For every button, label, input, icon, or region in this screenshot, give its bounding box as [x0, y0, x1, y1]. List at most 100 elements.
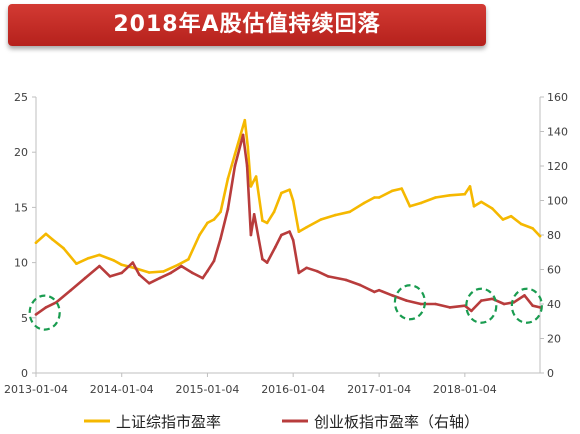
- data-point-series-2: [434, 302, 437, 306]
- data-point-series-2: [34, 313, 38, 316]
- data-point-series-2: [344, 278, 348, 282]
- data-point-series-1: [120, 263, 123, 267]
- data-point-series-2: [206, 269, 209, 273]
- data-point-series-2: [138, 273, 141, 277]
- data-point-series-1: [187, 258, 190, 261]
- data-point-series-1: [408, 205, 412, 208]
- data-point-series-1: [254, 175, 258, 178]
- data-point-series-1: [226, 177, 230, 180]
- data-point-series-1: [297, 230, 301, 233]
- series-line-1: [34, 118, 542, 274]
- y-left-tick-label: 25: [14, 91, 28, 104]
- highlight-circle: [510, 287, 543, 324]
- data-point-series-1: [468, 185, 472, 188]
- data-point-series-1: [198, 233, 201, 237]
- data-point-series-2: [241, 133, 245, 137]
- data-point-series-1: [491, 207, 494, 210]
- data-point-series-1: [87, 256, 90, 260]
- data-point-series-1: [272, 210, 276, 214]
- data-point-series-1: [538, 234, 542, 238]
- data-point-series-1: [212, 218, 216, 221]
- data-point-series-2: [180, 264, 183, 268]
- data-point-series-1: [176, 263, 180, 267]
- x-tick-label: 2015-01-04: [175, 383, 239, 396]
- data-point-series-1: [305, 226, 308, 229]
- x-tick-label: 2016-01-04: [261, 383, 325, 396]
- x-tick-label: 2013-01-04: [4, 383, 68, 396]
- data-point-series-2: [245, 164, 249, 168]
- annotations-group: [28, 284, 543, 331]
- y-left-tick-label: 10: [14, 257, 28, 270]
- data-point-series-2: [44, 306, 48, 309]
- data-point-series-2: [261, 257, 264, 261]
- data-point-series-1: [112, 259, 115, 262]
- data-point-series-1: [472, 205, 476, 208]
- data-point-series-1: [233, 153, 237, 156]
- y-right-tick-label: 80: [547, 229, 561, 242]
- data-point-series-1: [206, 221, 209, 225]
- data-point-series-1: [291, 199, 295, 203]
- data-point-series-2: [83, 276, 87, 280]
- title-banner: 2018年A股估值持续回落: [8, 4, 486, 46]
- data-point-series-2: [523, 294, 526, 297]
- y-right-tick-label: 120: [547, 160, 568, 173]
- data-point-series-2: [480, 299, 483, 302]
- data-point-series-1: [501, 218, 505, 221]
- y-left-tick-label: 5: [21, 312, 28, 325]
- data-point-series-2: [233, 164, 237, 168]
- data-point-series-1: [219, 210, 222, 214]
- data-point-series-2: [326, 275, 330, 278]
- data-point-series-2: [219, 237, 222, 240]
- highlight-circle: [393, 284, 426, 321]
- data-point-series-1: [34, 241, 38, 244]
- page-title: 2018年A股估值持续回落: [113, 12, 381, 37]
- data-point-series-1: [434, 196, 437, 199]
- data-point-series-1: [519, 222, 523, 226]
- data-point-series-1: [531, 227, 534, 230]
- data-point-series-1: [362, 201, 366, 205]
- highlight-circle: [28, 294, 61, 331]
- data-point-series-2: [297, 271, 301, 275]
- series-lines-group: [34, 118, 542, 316]
- data-point-series-1: [419, 201, 423, 205]
- data-point-series-2: [502, 302, 506, 306]
- data-point-series-1: [391, 189, 394, 193]
- data-point-series-1: [280, 191, 283, 195]
- data-point-series-2: [55, 301, 58, 304]
- y-left-tick-label: 0: [21, 367, 28, 380]
- x-tick-label: 2018-01-04: [433, 383, 497, 396]
- y-right-tick-label: 20: [547, 333, 561, 346]
- data-point-series-1: [44, 232, 48, 236]
- data-point-series-2: [158, 276, 162, 280]
- data-point-series-1: [249, 185, 253, 188]
- data-point-series-2: [405, 299, 408, 302]
- legend-group: 上证综指市盈率 创业板指市盈率（右轴）: [84, 413, 479, 431]
- data-point-series-1: [400, 187, 404, 190]
- data-point-series-2: [358, 283, 362, 287]
- data-point-series-2: [448, 306, 452, 309]
- data-point-series-1: [265, 221, 269, 225]
- data-point-series-2: [419, 302, 423, 306]
- data-point-series-1: [509, 214, 513, 218]
- data-point-series-2: [249, 233, 253, 237]
- data-point-series-2: [252, 213, 256, 216]
- data-point-series-1: [348, 210, 352, 214]
- data-point-series-2: [280, 233, 283, 237]
- data-point-series-1: [377, 196, 381, 199]
- data-point-series-1: [51, 238, 54, 241]
- data-point-series-2: [226, 207, 230, 211]
- y-right-tick-label: 160: [547, 91, 568, 104]
- data-point-series-2: [274, 245, 277, 249]
- data-point-series-2: [291, 238, 295, 242]
- y-left-tick-label: 20: [14, 146, 28, 159]
- legend-label-1: 上证综指市盈率: [116, 413, 221, 431]
- data-point-series-2: [98, 264, 101, 268]
- series-line-2: [34, 133, 542, 316]
- data-point-series-2: [491, 297, 494, 301]
- data-point-series-1: [246, 145, 250, 148]
- data-point-series-2: [201, 276, 204, 280]
- data-point-series-2: [147, 282, 151, 285]
- data-point-series-2: [377, 288, 381, 292]
- y-right-tick-label: 0: [547, 367, 554, 380]
- y-left-tick-label: 15: [14, 201, 28, 214]
